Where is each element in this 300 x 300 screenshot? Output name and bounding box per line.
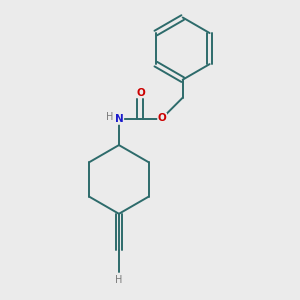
Text: H: H: [106, 112, 113, 122]
Text: N: N: [115, 114, 123, 124]
Text: H: H: [115, 275, 123, 285]
Text: O: O: [158, 113, 167, 123]
Text: O: O: [136, 88, 145, 98]
